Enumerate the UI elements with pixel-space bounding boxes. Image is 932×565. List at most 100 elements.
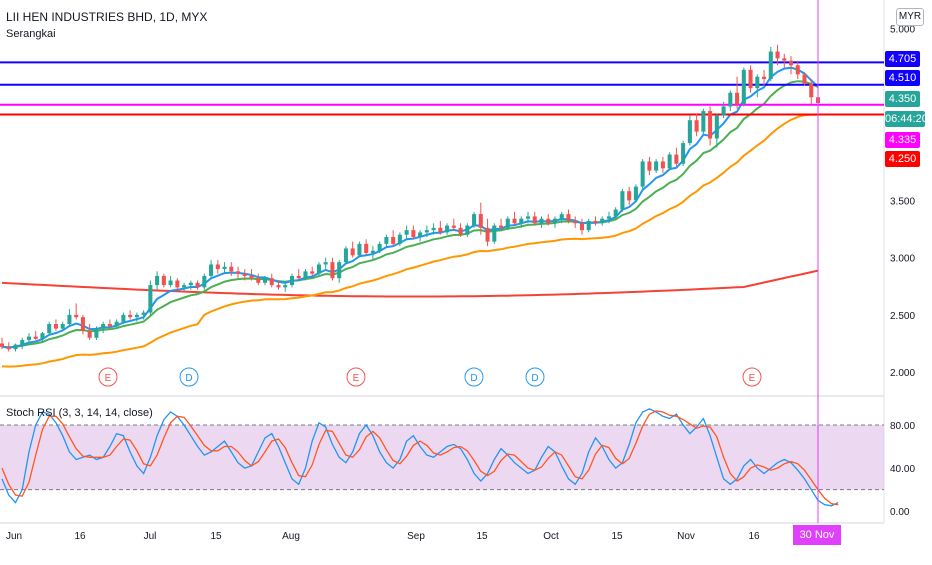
candle-body <box>418 232 423 237</box>
candle-body <box>249 275 254 279</box>
candle-body <box>364 243 369 254</box>
stoch-rsi-title[interactable]: Stoch RSI (3, 3, 14, 14, close) <box>6 407 153 419</box>
chart-root: 2.000 2.500 3.000 3.500 5.000 E D E D D E 0.00 40.00… <box>0 0 932 550</box>
bar-countdown-tag: 06:44:20 <box>885 111 928 127</box>
ema-line-ema-20 <box>1 80 819 349</box>
candle-body <box>445 225 450 233</box>
candle-body <box>674 154 679 164</box>
candle-body <box>337 262 342 279</box>
time-axis-label: 16 <box>748 531 760 542</box>
candle-body <box>141 312 146 315</box>
candle-body <box>209 264 214 276</box>
time-axis-label: Sep <box>407 531 425 542</box>
candle-body <box>296 275 301 279</box>
price-tag-level-magenta: 4.335 <box>885 132 920 148</box>
chart-canvas[interactable]: 2.000 2.500 3.000 3.500 5.000 E D E D D E 0.00 40.00… <box>0 0 932 550</box>
candle-body <box>458 227 463 235</box>
candle-body <box>303 271 308 279</box>
time-axis-label: Oct <box>543 531 559 542</box>
candle-body <box>330 262 335 279</box>
candle-body <box>465 225 470 235</box>
candle-body <box>640 161 645 187</box>
candle-body <box>67 314 72 325</box>
candle-body <box>269 278 274 286</box>
indicator-subtitle[interactable]: Serangkai <box>6 28 56 40</box>
candle-body <box>728 92 733 107</box>
price-tick-label: 2.000 <box>890 368 915 379</box>
event-marker-label: D <box>531 373 538 384</box>
candle-body <box>87 330 92 338</box>
event-marker-circle <box>98 367 118 387</box>
candle-body <box>600 218 605 224</box>
candle-body <box>316 264 321 274</box>
candle-body <box>741 69 746 105</box>
currency-button[interactable]: MYR <box>896 8 924 26</box>
candle-body <box>721 106 726 116</box>
candle-body <box>633 186 638 201</box>
price-tag-resistance-1: 4.705 <box>885 51 920 67</box>
candle-body <box>229 266 234 272</box>
candle-body <box>404 230 409 235</box>
candle-body <box>128 314 133 318</box>
candle-body <box>195 282 200 288</box>
candle-body <box>411 230 416 237</box>
candle-body <box>762 76 767 79</box>
candle-body <box>47 324 52 334</box>
event-marker-label: E <box>749 373 756 384</box>
price-tag-support: 4.250 <box>885 151 920 167</box>
candle-body <box>431 227 436 231</box>
symbol-title[interactable]: LII HEN INDUSTRIES BHD, 1D, MYX <box>6 10 208 24</box>
candle-body <box>384 237 389 244</box>
candle-body <box>121 314 126 322</box>
candle-body <box>532 216 537 224</box>
price-tick-label: 5.000 <box>890 25 915 36</box>
candle-body <box>539 218 544 224</box>
candle-body <box>256 278 261 283</box>
candle-body <box>107 324 112 327</box>
candle-body <box>809 83 814 98</box>
time-axis-label: 15 <box>210 531 222 542</box>
candle-body <box>789 60 794 66</box>
candle-body <box>202 275 207 288</box>
event-marker-circle <box>464 367 484 387</box>
time-axis-label: 16 <box>74 531 86 542</box>
event-marker-circle <box>742 367 762 387</box>
candle-body <box>13 344 18 350</box>
time-axis-label: Jun <box>6 531 22 542</box>
candle-body <box>748 69 753 89</box>
candle-body <box>478 214 483 228</box>
candle-body <box>654 161 659 171</box>
stoch-line-d <box>1 410 839 506</box>
candle-body <box>182 285 187 288</box>
event-marker-label: E <box>353 373 360 384</box>
candle-body <box>94 328 99 338</box>
ema-line-ema-200 <box>1 269 819 298</box>
candle-body <box>586 220 591 231</box>
candle-body <box>222 266 227 270</box>
candle-body <box>613 209 618 217</box>
candle-body <box>546 218 551 224</box>
candle-body <box>708 111 713 139</box>
candle-body <box>262 278 268 283</box>
candle-body <box>499 225 504 228</box>
candle-body <box>283 285 288 288</box>
price-tick-label: 3.000 <box>890 254 915 265</box>
candle-body <box>26 336 31 341</box>
candle-body <box>242 273 247 276</box>
candle-body <box>40 333 45 339</box>
candle-body <box>667 154 672 169</box>
candle-body <box>74 314 79 318</box>
time-axis-label: 15 <box>476 531 488 542</box>
candle-body <box>391 237 396 244</box>
candle-body <box>768 51 773 79</box>
candle-body <box>188 282 193 286</box>
candle-body <box>148 285 153 313</box>
price-tick-label: 3.500 <box>890 196 915 207</box>
price-tag-resistance-2: 4.510 <box>885 70 920 86</box>
ema-line-ema-50 <box>1 113 818 368</box>
candle-body <box>755 76 760 89</box>
event-marker-label: D <box>470 373 477 384</box>
candle-body <box>310 271 315 274</box>
stoch-tick-label: 0.00 <box>890 507 910 518</box>
candle-body <box>566 214 571 221</box>
